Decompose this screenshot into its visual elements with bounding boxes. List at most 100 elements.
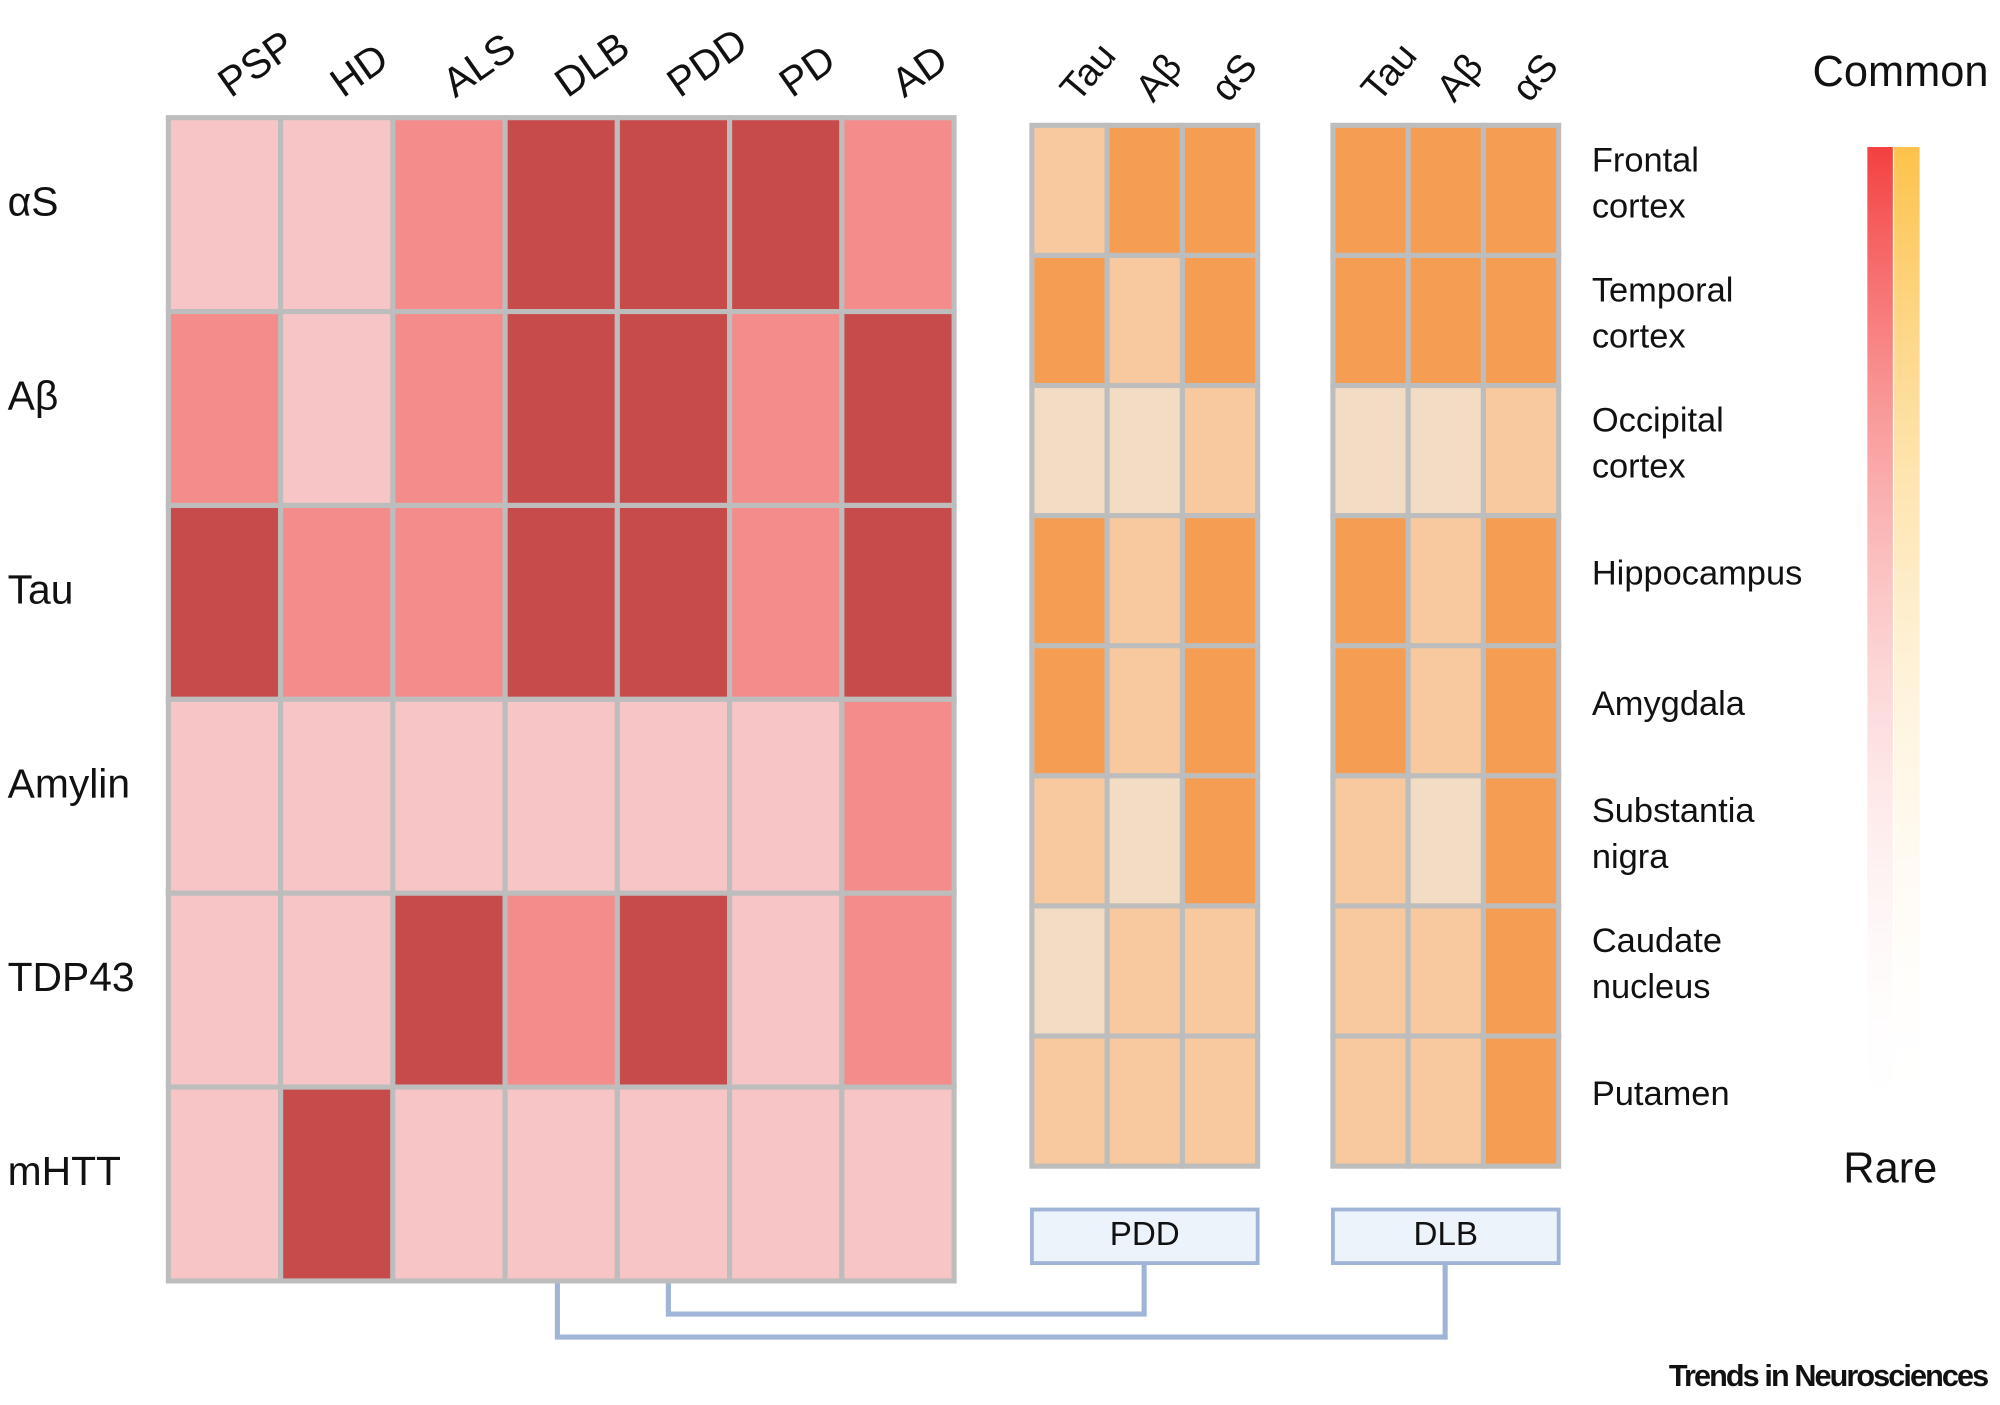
cell — [1405, 643, 1486, 779]
column-label: HD — [322, 34, 397, 105]
cell — [1029, 513, 1110, 649]
cell — [390, 696, 508, 896]
region-label: cortex — [1592, 317, 1686, 355]
cell — [1330, 382, 1411, 519]
cell — [1104, 252, 1185, 389]
cell — [1179, 643, 1261, 779]
group-label: PDD — [1110, 1216, 1180, 1253]
legend-high: Common — [1813, 48, 1989, 96]
cell — [1179, 513, 1261, 649]
cell — [1480, 252, 1562, 389]
cell — [727, 115, 845, 315]
cell — [278, 1084, 396, 1284]
region-label: Hippocampus — [1592, 555, 1802, 593]
cell — [1405, 122, 1486, 258]
region-label: Occipital — [1592, 402, 1724, 440]
column-label: PDD — [658, 19, 755, 106]
cell — [839, 890, 957, 1090]
cell — [614, 1084, 733, 1284]
group-label: DLB — [1414, 1216, 1479, 1253]
cell — [1104, 513, 1185, 649]
cell — [1029, 903, 1110, 1039]
cell — [278, 890, 396, 1090]
cell — [165, 309, 284, 508]
cell — [614, 115, 733, 315]
cell — [1405, 773, 1486, 909]
row-label: TDP43 — [8, 954, 135, 1000]
region-label: Frontal — [1592, 141, 1699, 179]
cell — [165, 890, 284, 1090]
cell — [390, 309, 508, 508]
cell — [1179, 122, 1261, 258]
scale-red — [1867, 147, 1893, 1130]
cell — [502, 1084, 620, 1284]
source: Trends in Neurosciences — [1669, 1359, 1988, 1393]
region-label: Substantia — [1592, 792, 1756, 830]
row-label: Tau — [8, 566, 74, 612]
column-label: ALS — [434, 24, 524, 106]
cell — [278, 309, 396, 508]
cell — [1029, 773, 1110, 909]
cell — [165, 502, 284, 702]
cell — [278, 696, 396, 896]
region-label: nucleus — [1592, 968, 1711, 1006]
cell — [839, 309, 957, 508]
cell — [1480, 513, 1562, 649]
cell — [614, 890, 733, 1090]
cell — [502, 115, 620, 315]
cell — [165, 696, 284, 896]
region-label: Amygdala — [1592, 685, 1746, 723]
cell — [1104, 903, 1185, 1039]
cell — [502, 696, 620, 896]
cell — [1029, 1033, 1110, 1169]
cell — [390, 890, 508, 1090]
cell — [390, 115, 508, 315]
cell — [1330, 122, 1411, 258]
cell — [1104, 643, 1185, 779]
cell — [1480, 643, 1562, 779]
cell — [1104, 1033, 1185, 1169]
column-label: PSP — [209, 21, 302, 106]
cell — [727, 502, 845, 702]
cell — [1179, 903, 1261, 1039]
cell — [839, 1084, 957, 1284]
group-box — [1029, 1207, 1260, 1265]
cell — [614, 696, 733, 896]
cell — [1104, 122, 1185, 258]
row-label: Amylin — [8, 760, 130, 806]
connectors — [554, 1263, 1448, 1340]
group-box — [1330, 1207, 1561, 1265]
cell — [1480, 903, 1562, 1039]
cell — [278, 115, 396, 315]
cell — [1480, 1033, 1562, 1169]
cell — [1179, 382, 1261, 519]
legend-low: Rare — [1843, 1145, 1937, 1193]
cell — [1330, 773, 1411, 909]
cell — [502, 502, 620, 702]
cell — [1405, 903, 1486, 1039]
cell — [727, 890, 845, 1090]
cell — [278, 502, 396, 702]
cell — [839, 696, 957, 896]
cell — [839, 115, 957, 315]
cell — [1330, 252, 1411, 389]
column-label: Aβ — [1428, 46, 1491, 110]
region-label: Temporal — [1592, 272, 1734, 310]
cell — [1405, 252, 1486, 389]
cell — [390, 502, 508, 702]
cell — [1480, 382, 1562, 519]
column-label: PD — [771, 36, 844, 106]
cell — [1029, 252, 1110, 389]
scale-yellow — [1894, 147, 1920, 1130]
cell — [727, 696, 845, 896]
cell — [727, 1084, 845, 1284]
cell — [1029, 643, 1110, 779]
cell — [1330, 903, 1411, 1039]
row-label: Aβ — [8, 373, 59, 419]
column-label: Tau — [1052, 35, 1125, 110]
cell — [839, 502, 957, 702]
cell — [1330, 643, 1411, 779]
cell — [614, 502, 733, 702]
cell — [1104, 773, 1185, 909]
